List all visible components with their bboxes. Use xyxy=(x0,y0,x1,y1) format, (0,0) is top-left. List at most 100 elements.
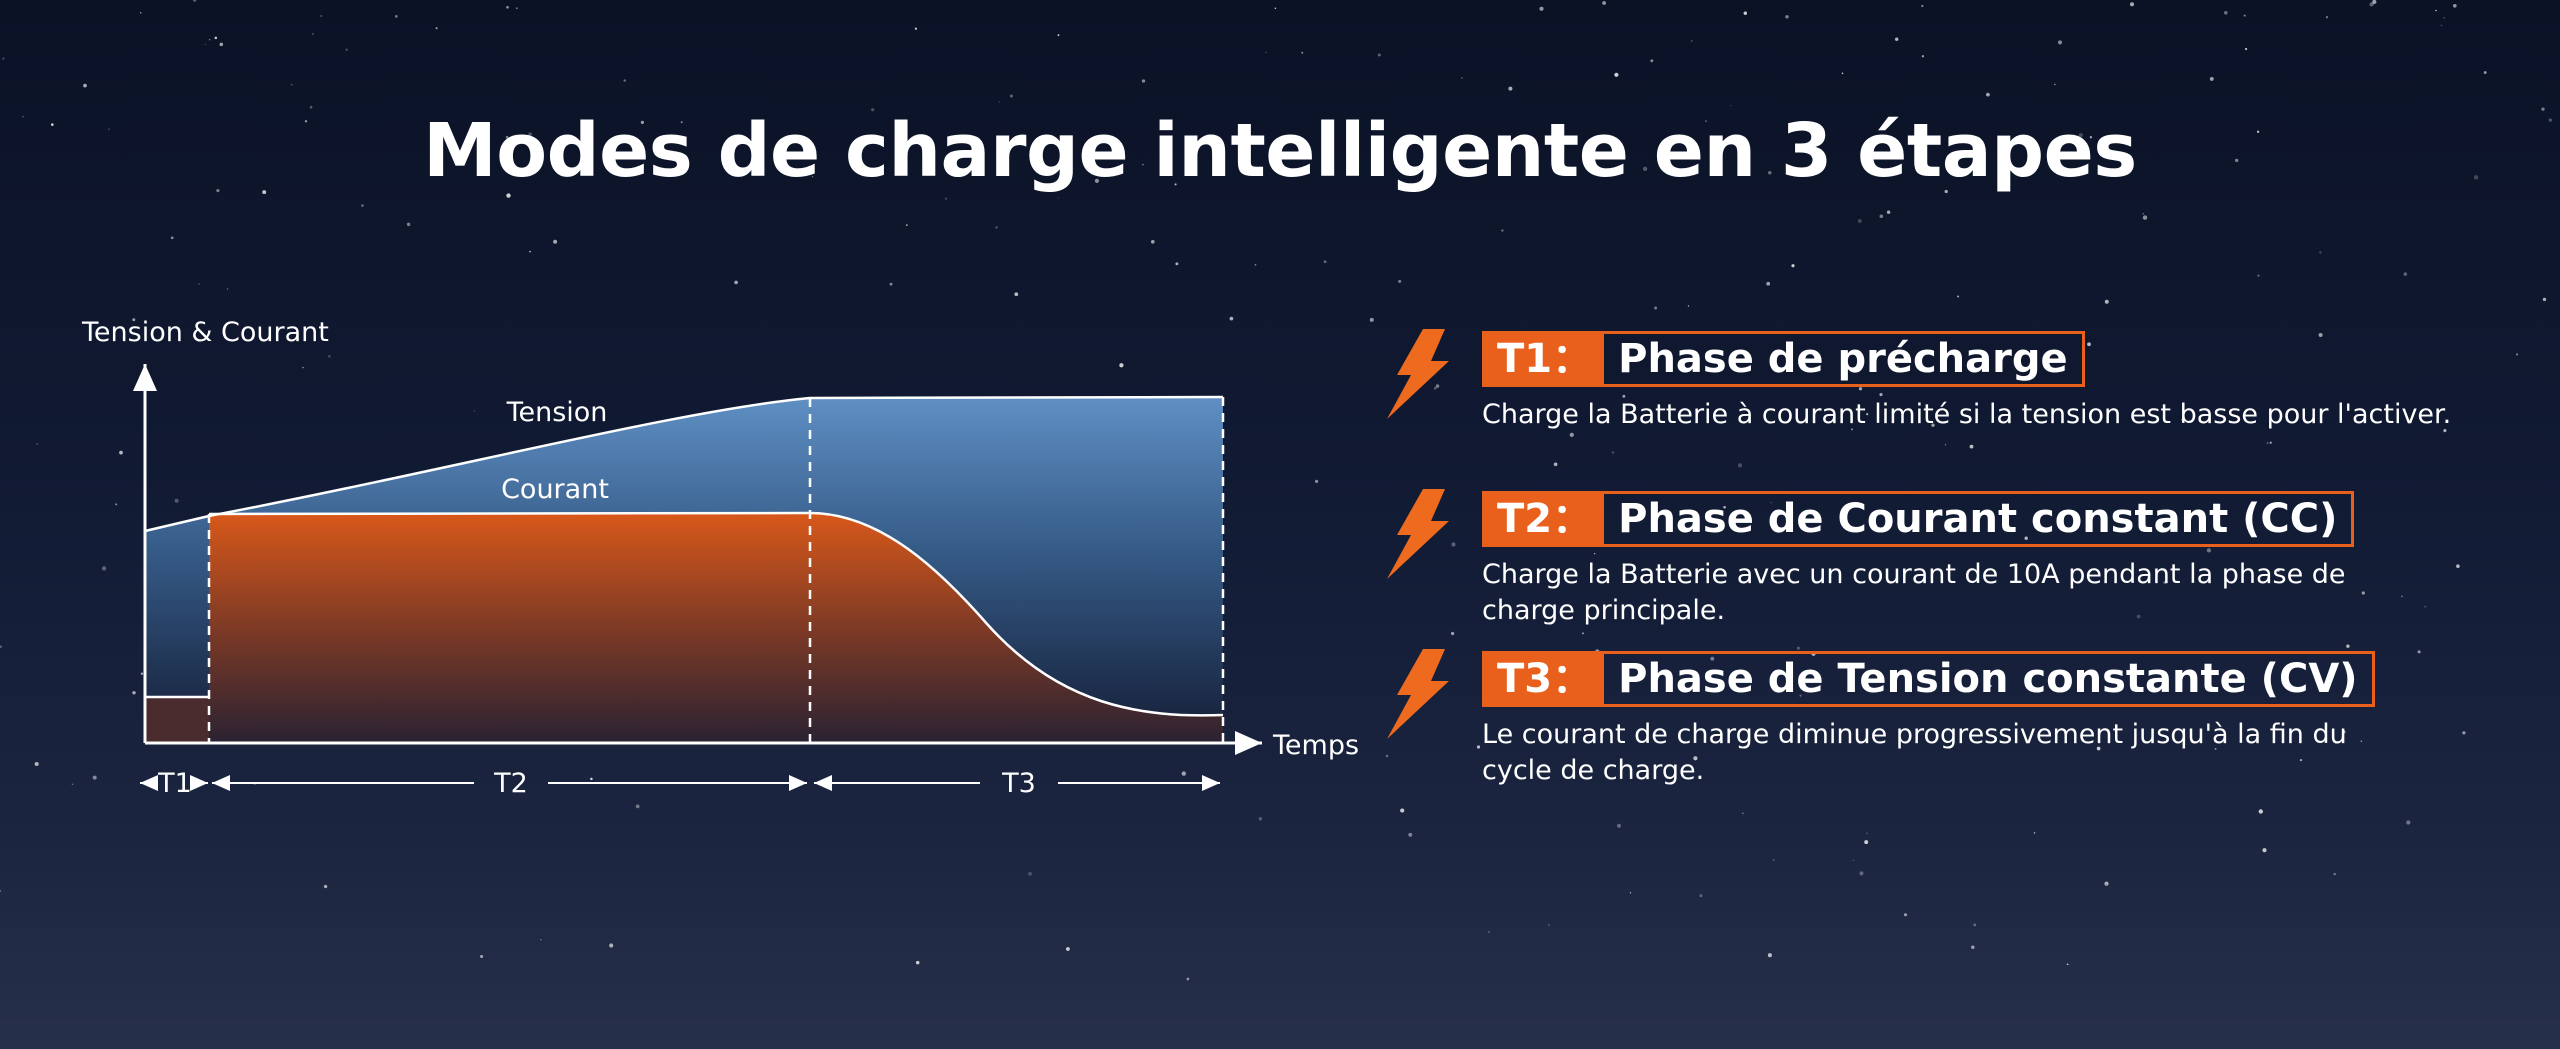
star xyxy=(71,783,74,786)
star xyxy=(998,101,1000,103)
star xyxy=(1879,214,1884,219)
star xyxy=(1864,840,1869,845)
star xyxy=(2024,536,2028,540)
star xyxy=(36,443,38,445)
step-description: Charge la Batterie avec un courant de 10… xyxy=(1482,557,2346,629)
star xyxy=(1642,166,1648,172)
star xyxy=(2257,274,2260,277)
star xyxy=(262,190,267,195)
star xyxy=(1690,40,1693,42)
star xyxy=(1921,4,1924,8)
star xyxy=(2209,76,2214,81)
star xyxy=(1181,771,1186,776)
star xyxy=(107,128,110,131)
star xyxy=(2443,17,2445,19)
star xyxy=(1971,945,1975,949)
star xyxy=(553,239,558,244)
star xyxy=(1037,170,1040,173)
star xyxy=(915,960,920,965)
star xyxy=(50,123,54,126)
star xyxy=(2078,133,2083,138)
star xyxy=(1258,817,1263,821)
star xyxy=(2406,820,2411,825)
star xyxy=(1547,923,1550,926)
description-line: Charge la Batterie à courant limité si l… xyxy=(1482,399,2452,430)
star xyxy=(640,120,644,124)
star xyxy=(1921,55,1925,58)
star xyxy=(1772,859,1775,861)
star xyxy=(2443,429,2447,433)
star xyxy=(1057,34,1060,37)
star xyxy=(34,761,39,767)
page-title: Modes de charge intelligente en 3 étapes xyxy=(423,108,2137,194)
star xyxy=(92,775,97,780)
phase-label: T1 xyxy=(157,768,192,799)
star xyxy=(2256,130,2260,133)
star xyxy=(2223,10,2228,15)
star xyxy=(193,0,197,2)
star xyxy=(529,250,531,253)
star xyxy=(1400,808,1405,813)
star xyxy=(1377,53,1381,57)
star xyxy=(473,410,476,412)
x-axis-label: Temps xyxy=(1272,730,1359,761)
courant-line xyxy=(208,511,1224,717)
star xyxy=(1508,86,1513,91)
star xyxy=(204,43,207,46)
star xyxy=(1654,306,1658,310)
star xyxy=(2440,24,2443,27)
star xyxy=(1785,15,1789,19)
star xyxy=(1741,812,1744,815)
bolt-icon xyxy=(1387,649,1449,739)
tension-line xyxy=(144,395,1224,533)
star xyxy=(174,498,179,503)
star xyxy=(1852,859,1855,862)
star xyxy=(1274,7,1277,10)
star xyxy=(2325,16,2329,19)
star xyxy=(1879,393,1883,397)
charge-diagram: Tension & Courant Temps Tension Courant … xyxy=(81,317,1359,799)
bolt-shape xyxy=(1387,649,1449,739)
star xyxy=(1944,444,1947,446)
star xyxy=(1737,463,1743,468)
star xyxy=(2452,3,2457,8)
star xyxy=(2206,548,2212,553)
star xyxy=(871,108,875,112)
star xyxy=(528,132,532,137)
step-header: T3： Phase de Tension constante (CV) xyxy=(1482,651,2375,707)
star xyxy=(83,83,87,88)
star xyxy=(1265,51,1267,54)
star xyxy=(2054,83,2056,86)
star xyxy=(2342,730,2346,734)
star xyxy=(323,884,328,889)
star xyxy=(1986,92,1990,97)
star xyxy=(0,645,2,648)
star xyxy=(1175,262,1179,266)
star xyxy=(590,777,593,781)
star xyxy=(2243,14,2246,17)
star xyxy=(1768,171,1772,175)
star xyxy=(2417,650,2421,654)
star xyxy=(345,48,348,51)
star xyxy=(1851,428,1853,431)
star xyxy=(1895,366,1900,370)
t1-area xyxy=(145,697,209,743)
star xyxy=(132,318,136,322)
star xyxy=(1408,832,1413,837)
star xyxy=(609,943,614,948)
star xyxy=(290,83,293,86)
star xyxy=(1142,163,1144,166)
star xyxy=(1451,542,1456,547)
star xyxy=(1065,947,1070,951)
step-heading: Phase de Courant constant (CC) xyxy=(1618,496,2338,542)
star xyxy=(624,138,628,142)
star xyxy=(1793,170,1796,173)
curve-label: Courant xyxy=(501,474,609,505)
star xyxy=(1944,189,1948,194)
star xyxy=(2333,872,2336,876)
star xyxy=(2269,441,2272,444)
star xyxy=(1699,894,1703,898)
star xyxy=(320,15,322,17)
